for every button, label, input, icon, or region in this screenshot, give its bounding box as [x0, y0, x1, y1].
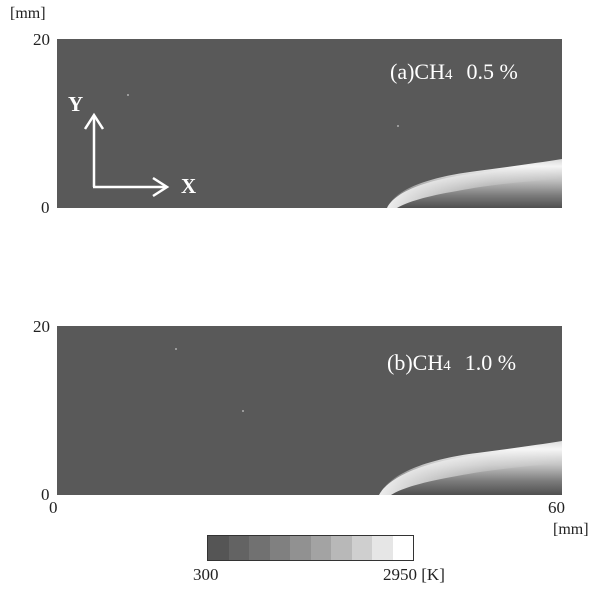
flame-contour-b: [379, 441, 562, 495]
panel-b-species: CH: [412, 350, 444, 375]
flame-front-b: [379, 443, 562, 495]
colorbar-swatch-9: [392, 536, 413, 560]
speck: [175, 348, 177, 350]
temperature-field-panel-a: (a)CH4 0.5 % Y X: [57, 39, 562, 208]
x-axis-min: 0: [49, 498, 58, 517]
y-direction-label: Y: [68, 92, 84, 116]
speck: [127, 94, 129, 96]
panel-a-subscript: 4: [444, 67, 453, 83]
temperature-colorbar: [207, 535, 414, 561]
panel-b-y-max: 20: [33, 317, 50, 336]
panel-b-label: (b)CH4 1.0 %: [387, 352, 516, 377]
colorbar-swatch-6: [331, 536, 352, 560]
colorbar-min-label: 300: [193, 565, 219, 584]
y-axis-unit: [mm]: [10, 5, 46, 22]
flame-contour-a: [387, 159, 562, 208]
panel-a-label: (a)CH4 0.5 %: [390, 61, 518, 86]
panel-a-y-max: 20: [33, 30, 50, 49]
x-axis-max: 60: [548, 498, 565, 517]
xy-axes-indicator: [83, 112, 170, 198]
flame-front-a: [387, 161, 562, 208]
colorbar-swatch-3: [269, 536, 290, 560]
panel-b-concentration: 1.0 %: [464, 350, 517, 375]
colorbar-swatch-7: [351, 536, 372, 560]
speck: [242, 410, 244, 412]
panel-a-species: CH: [414, 59, 445, 84]
panel-b-prefix: (b): [387, 350, 413, 375]
colorbar-max-label: 2950 [K]: [383, 565, 445, 584]
temperature-field-panel-b: (b)CH4 1.0 %: [57, 326, 562, 495]
panel-a-concentration: 0.5 %: [466, 59, 518, 84]
colorbar-swatch-4: [290, 536, 311, 560]
panel-b-subscript: 4: [443, 358, 451, 374]
panel-b-y-min: 0: [41, 485, 50, 504]
colorbar-swatch-2: [249, 536, 270, 560]
speck: [397, 125, 399, 127]
colorbar-swatch-8: [372, 536, 393, 560]
colorbar-swatch-5: [310, 536, 331, 560]
panel-a-y-min: 0: [41, 198, 50, 217]
x-axis-unit: [mm]: [553, 521, 589, 538]
x-direction-label: X: [181, 174, 197, 198]
colorbar-swatch-1: [228, 536, 249, 560]
colorbar-swatch-0: [208, 536, 229, 560]
panel-a-prefix: (a): [390, 59, 415, 84]
